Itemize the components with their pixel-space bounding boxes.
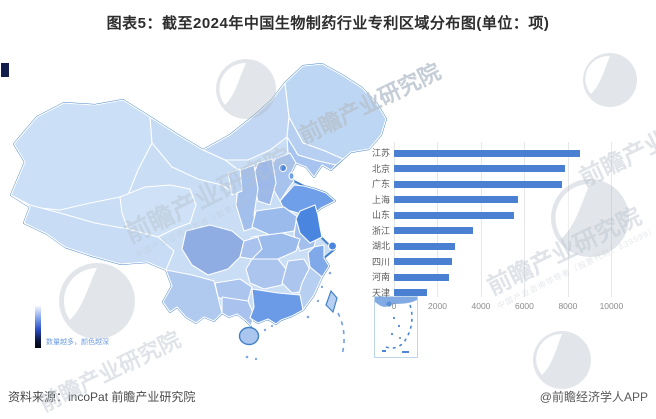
bar-category-label: 广东 xyxy=(371,179,390,190)
province-ningxia xyxy=(227,168,243,196)
legend-color-swatch xyxy=(1,63,9,77)
x-tick-label: 8000 xyxy=(558,301,578,311)
chart-title: 图表5：截至2024年中国生物制药行业专利区域分布图(单位：项) xyxy=(106,15,550,32)
x-tick-label: 10000 xyxy=(599,301,624,311)
province-hainan xyxy=(238,326,260,346)
province-yunnan xyxy=(162,269,223,324)
bar-category-label: 天津 xyxy=(371,287,390,298)
bar-浙江 xyxy=(394,227,473,235)
inset-map xyxy=(375,297,417,353)
province-qinghai xyxy=(119,184,197,238)
province-shanghai xyxy=(327,241,338,251)
province-henan xyxy=(251,206,299,236)
x-tick-label: 4000 xyxy=(471,301,491,311)
x-gridline xyxy=(437,142,439,297)
province-guangxi xyxy=(221,296,255,327)
x-gridline xyxy=(480,142,482,297)
bar-category-label: 上海 xyxy=(371,194,390,205)
bar-category-label: 浙江 xyxy=(371,225,390,236)
bar-上海 xyxy=(394,196,518,204)
province-shandong xyxy=(279,184,336,215)
bar-山东 xyxy=(394,211,514,219)
source-note: 资料来源：incoPat 前瞻产业研究院 xyxy=(8,390,196,404)
bar-category-label: 四川 xyxy=(371,256,390,267)
x-gridline xyxy=(567,142,569,297)
province-hunan xyxy=(245,258,287,290)
province-tibet xyxy=(10,194,175,271)
bar-category-label: 湖北 xyxy=(371,241,390,252)
bar-广东 xyxy=(394,180,563,188)
map-legend-label: 数量越多，颜色越深 xyxy=(46,339,109,346)
bar-category-label: 江苏 xyxy=(371,148,390,158)
province-taiwan xyxy=(325,289,338,314)
inset-coastline xyxy=(375,297,417,307)
x-tick-label: 0 xyxy=(391,301,397,311)
province-jiangsu xyxy=(295,204,323,244)
x-gridline xyxy=(611,142,613,297)
province-tianjin xyxy=(288,171,295,181)
x-tick-label: 6000 xyxy=(514,301,534,311)
x-gridline xyxy=(394,142,395,297)
nine-dash-line xyxy=(337,312,345,356)
x-gridline xyxy=(524,142,526,297)
x-tick-label: 2000 xyxy=(428,301,447,311)
bar-category-label: 北京 xyxy=(371,163,390,174)
bar-category-label: 河南 xyxy=(371,272,390,283)
china-choropleth-map xyxy=(10,63,387,361)
province-beijing xyxy=(278,163,288,173)
credit-note: @前瞻经济学人APP xyxy=(539,390,648,404)
bar-河南 xyxy=(394,273,450,281)
bar-category-label: 山东 xyxy=(371,210,390,221)
province-guangdong xyxy=(249,288,304,325)
inset-islands xyxy=(382,316,409,353)
bar-四川 xyxy=(394,258,453,266)
bar-北京 xyxy=(394,165,565,173)
coastal-islands xyxy=(245,271,332,361)
inset-island xyxy=(386,301,392,307)
bar-天津 xyxy=(394,289,428,297)
bar-江苏 xyxy=(394,149,580,157)
south-china-sea-inset xyxy=(374,296,418,358)
map-legend-gradient xyxy=(35,306,41,348)
province-chongqing xyxy=(239,236,263,260)
province-sichuan xyxy=(181,224,245,276)
bar-湖北 xyxy=(394,242,456,250)
